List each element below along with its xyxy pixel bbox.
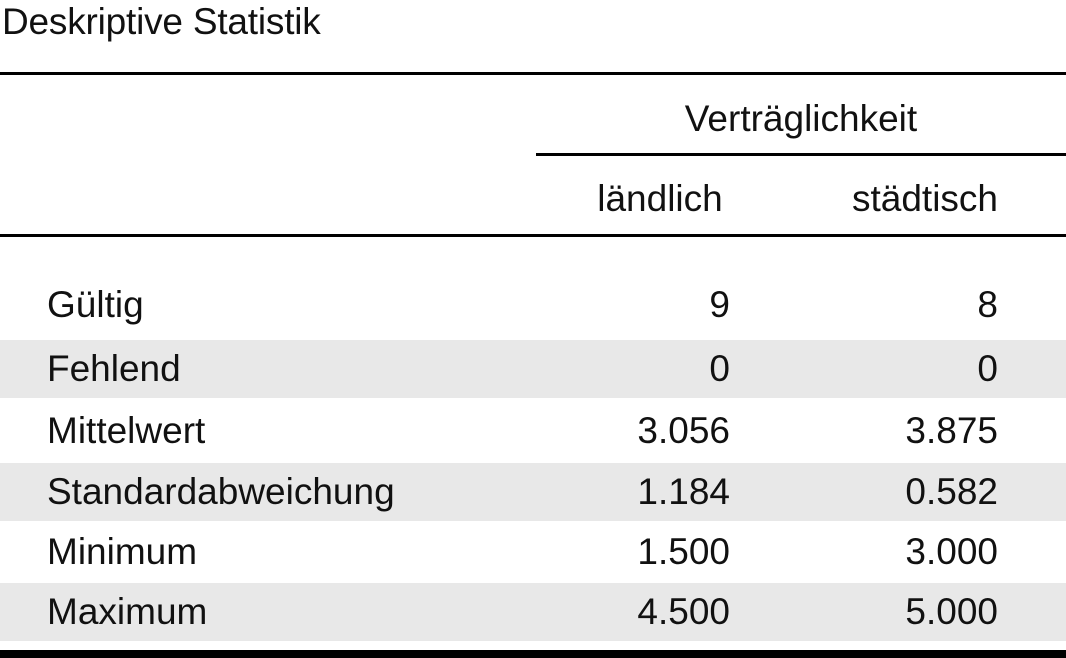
column-header-staedtisch: städtisch	[851, 178, 998, 219]
cell-laendlich: 0	[709, 348, 730, 389]
column-header-laendlich: ländlich	[597, 178, 723, 219]
group-rule	[536, 153, 1066, 156]
cell-staedtisch: 0	[977, 348, 998, 389]
row-label: Fehlend	[47, 348, 181, 389]
bottom-rule	[0, 650, 1066, 658]
table-row: Gültig 9 8	[0, 276, 1066, 334]
row-label: Gültig	[47, 284, 144, 325]
table-row: Maximum 4.500 5.000	[0, 583, 1066, 641]
row-label: Minimum	[47, 531, 198, 572]
group-header: Verträglichkeit	[684, 98, 918, 139]
row-label: Mittelwert	[47, 410, 206, 451]
table-row: Fehlend 0 0	[0, 340, 1066, 398]
cell-staedtisch: 3.875	[905, 410, 998, 451]
cell-staedtisch: 0.582	[905, 471, 998, 512]
row-label: Maximum	[47, 591, 208, 632]
table-row: Mittelwert 3.056 3.875	[0, 402, 1066, 460]
table-row: Standardabweichung 1.184 0.582	[0, 463, 1066, 521]
cell-staedtisch: 3.000	[905, 531, 998, 572]
cell-laendlich: 9	[709, 284, 730, 325]
header-rule	[0, 234, 1066, 237]
cell-laendlich: 1.184	[637, 471, 730, 512]
cell-laendlich: 4.500	[637, 591, 730, 632]
row-label: Standardabweichung	[47, 471, 395, 512]
cell-laendlich: 3.056	[637, 410, 730, 451]
cell-laendlich: 1.500	[637, 531, 730, 572]
table-row: Minimum 1.500 3.000	[0, 523, 1066, 581]
top-rule	[0, 72, 1066, 75]
table-title: Deskriptive Statistik	[2, 1, 321, 42]
cell-staedtisch: 5.000	[905, 591, 998, 632]
cell-staedtisch: 8	[977, 284, 998, 325]
